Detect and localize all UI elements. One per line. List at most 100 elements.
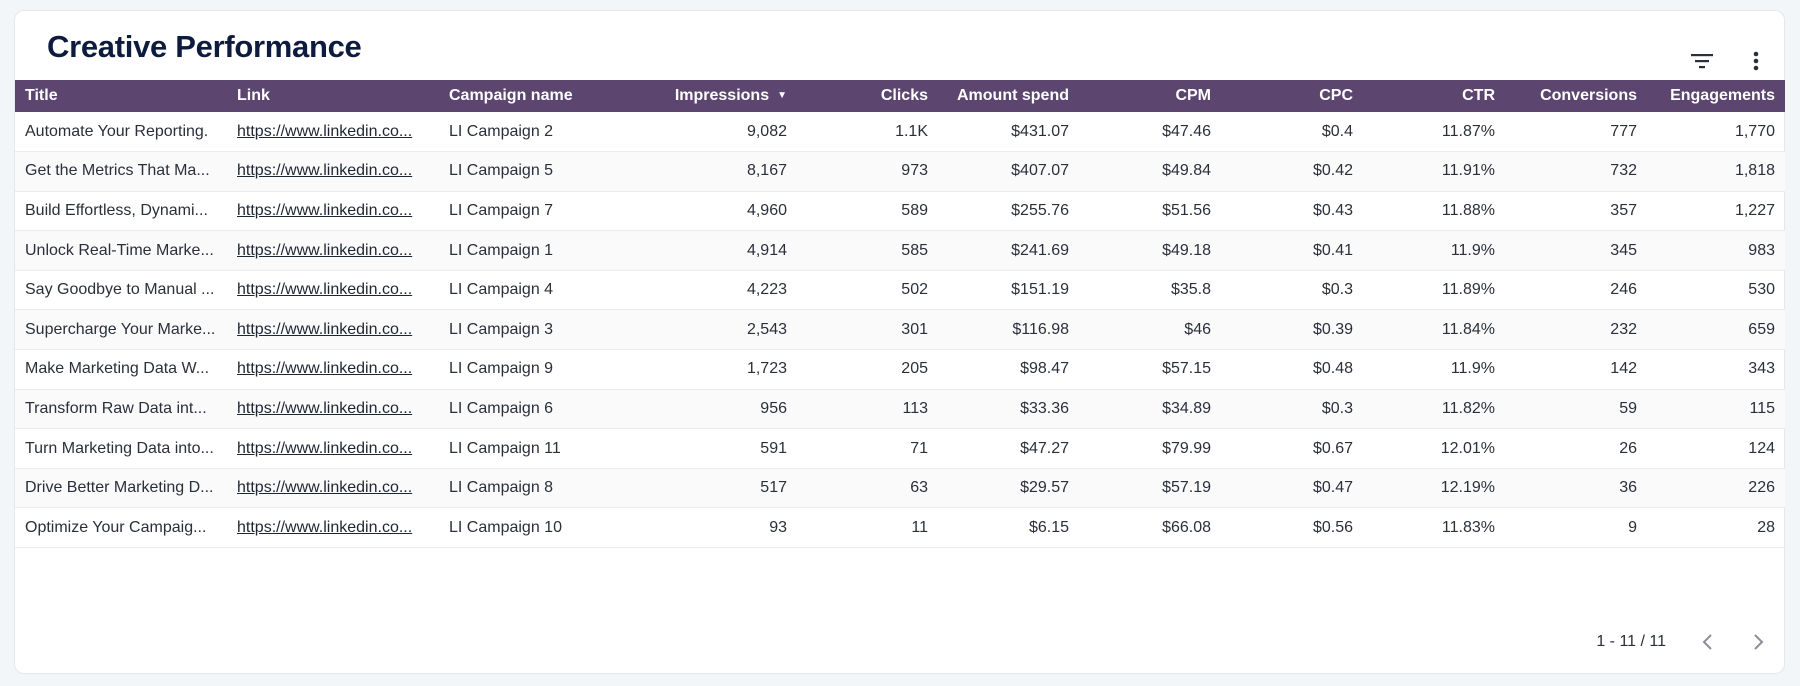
column-header-spend[interactable]: Amount spend: [938, 80, 1079, 112]
cell-link[interactable]: https://www.linkedin.co...: [237, 360, 413, 378]
table-row[interactable]: Turn Marketing Data into... https://www.l…: [15, 429, 1785, 469]
cell-campaign: LI Campaign 4: [449, 281, 554, 299]
cell-link[interactable]: https://www.linkedin.co...: [237, 201, 413, 219]
cell-campaign: LI Campaign 1: [449, 241, 554, 259]
cell-spend: $47.27: [1020, 439, 1069, 457]
creative-performance-card: Creative Performance Title Link Campaign: [14, 10, 1785, 674]
cell-clicks: 301: [901, 320, 928, 338]
column-header-label: CPM: [1175, 87, 1211, 104]
previous-page-button[interactable]: [1696, 631, 1718, 653]
creative-performance-table: Title Link Campaign name Impressions ▼ Clicks…: [15, 80, 1785, 548]
cell-cpm: $46: [1184, 320, 1211, 338]
cell-ctr: 11.82%: [1441, 399, 1495, 417]
cell-title: Unlock Real-Time Marke...: [25, 241, 214, 259]
cell-cpc: $0.41: [1312, 241, 1353, 259]
cell-cpc: $0.42: [1312, 162, 1353, 180]
table-body: Automate Your Reporting. https://www.link…: [15, 112, 1785, 548]
cell-conversions: 59: [1619, 399, 1637, 417]
cell-link[interactable]: https://www.linkedin.co...: [237, 320, 413, 338]
table-row[interactable]: Get the Metrics That Ma... https://www.li…: [15, 151, 1785, 192]
cell-engagements: 983: [1748, 241, 1775, 259]
column-header-cpc[interactable]: CPC: [1221, 80, 1363, 112]
column-header-label: Title: [25, 87, 58, 104]
column-header-impressions[interactable]: Impressions ▼: [634, 80, 797, 112]
cell-link[interactable]: https://www.linkedin.co...: [237, 122, 413, 140]
cell-campaign: LI Campaign 8: [449, 479, 554, 497]
cell-clicks: 113: [902, 399, 928, 417]
cell-link[interactable]: https://www.linkedin.co...: [237, 479, 413, 497]
cell-spend: $407.07: [1011, 162, 1069, 180]
cell-cpc: $0.47: [1312, 479, 1353, 497]
cell-link[interactable]: https://www.linkedin.co...: [237, 241, 413, 259]
chevron-left-icon: [1702, 634, 1712, 650]
cell-link[interactable]: https://www.linkedin.co...: [237, 399, 413, 417]
cell-title: Turn Marketing Data into...: [25, 439, 214, 457]
cell-conversions: 732: [1610, 162, 1637, 180]
column-header-label: Clicks: [880, 87, 928, 104]
more-vertical-icon: [1753, 51, 1759, 71]
more-options-button[interactable]: [1742, 47, 1770, 75]
cell-cpm: $49.84: [1162, 162, 1211, 180]
cell-spend: $241.69: [1011, 241, 1069, 259]
next-page-button[interactable]: [1748, 631, 1770, 653]
cell-engagements: 530: [1748, 281, 1775, 299]
table-row[interactable]: Say Goodbye to Manual ... https://www.lin…: [15, 270, 1785, 310]
cell-campaign: LI Campaign 10: [449, 518, 562, 536]
column-header-conversions[interactable]: Conversions: [1505, 80, 1647, 112]
cell-clicks: 205: [901, 360, 928, 378]
column-header-label: Amount spend: [957, 87, 1069, 104]
table-row[interactable]: Transform Raw Data int... https://www.lin…: [15, 389, 1785, 429]
table-row[interactable]: Optimize Your Campaig... https://www.link…: [15, 508, 1785, 548]
column-header-cpm[interactable]: CPM: [1079, 80, 1221, 112]
column-header-title[interactable]: Title: [15, 80, 227, 112]
cell-campaign: LI Campaign 6: [449, 399, 554, 417]
table-row[interactable]: Supercharge Your Marke... https://www.lin…: [15, 309, 1785, 350]
table-row[interactable]: Drive Better Marketing D... https://www.l…: [15, 468, 1785, 508]
cell-title: Supercharge Your Marke...: [25, 320, 216, 338]
cell-impressions: 93: [769, 518, 787, 536]
table-row[interactable]: Make Marketing Data W... https://www.link…: [15, 350, 1785, 390]
cell-spend: $29.57: [1020, 479, 1069, 497]
cell-link[interactable]: https://www.linkedin.co...: [237, 162, 413, 180]
column-header-ctr[interactable]: CTR: [1363, 80, 1505, 112]
pagination: 1 - 11 / 11: [1596, 631, 1770, 653]
cell-ctr: 12.19%: [1440, 479, 1495, 497]
column-header-label: Link: [237, 87, 270, 104]
cell-cpc: $0.4: [1321, 122, 1353, 140]
column-header-clicks[interactable]: Clicks: [797, 80, 938, 112]
cell-ctr: 11.9%: [1450, 360, 1495, 378]
filter-button[interactable]: [1688, 47, 1716, 75]
cell-campaign: LI Campaign 7: [449, 201, 554, 219]
cell-link[interactable]: https://www.linkedin.co...: [237, 439, 413, 457]
cell-cpm: $66.08: [1162, 518, 1211, 536]
cell-engagements: 1,227: [1734, 201, 1775, 219]
cell-cpm: $49.18: [1162, 241, 1211, 259]
cell-impressions: 1,723: [746, 360, 787, 378]
cell-clicks: 589: [901, 201, 928, 219]
cell-cpm: $57.15: [1162, 360, 1211, 378]
cell-conversions: 246: [1610, 281, 1637, 299]
column-header-link[interactable]: Link: [227, 80, 439, 112]
table-row[interactable]: Automate Your Reporting. https://www.link…: [15, 112, 1785, 152]
cell-spend: $33.36: [1020, 399, 1069, 417]
cell-impressions: 4,914: [746, 241, 787, 259]
cell-campaign: LI Campaign 3: [449, 320, 554, 338]
cell-cpc: $0.3: [1321, 399, 1353, 417]
cell-link[interactable]: https://www.linkedin.co...: [237, 518, 413, 536]
page-title: Creative Performance: [47, 29, 362, 64]
cell-link[interactable]: https://www.linkedin.co...: [237, 281, 413, 299]
cell-clicks: 585: [901, 241, 928, 259]
column-header-engagements[interactable]: Engagements: [1647, 80, 1785, 112]
cell-campaign: LI Campaign 9: [449, 360, 554, 378]
cell-conversions: 345: [1610, 241, 1637, 259]
cell-cpm: $35.8: [1170, 281, 1211, 299]
cell-spend: $98.47: [1020, 360, 1069, 378]
table-row[interactable]: Unlock Real-Time Marke... https://www.lin…: [15, 230, 1785, 271]
cell-engagements: 659: [1748, 320, 1775, 338]
table-row[interactable]: Build Effortless, Dynami... https://www.l…: [15, 191, 1785, 231]
column-header-label: Campaign name: [449, 87, 573, 104]
cell-title: Automate Your Reporting.: [25, 122, 209, 140]
cell-spend: $431.07: [1011, 122, 1069, 140]
cell-impressions: 9,082: [746, 122, 787, 140]
column-header-campaign[interactable]: Campaign name: [439, 80, 634, 112]
